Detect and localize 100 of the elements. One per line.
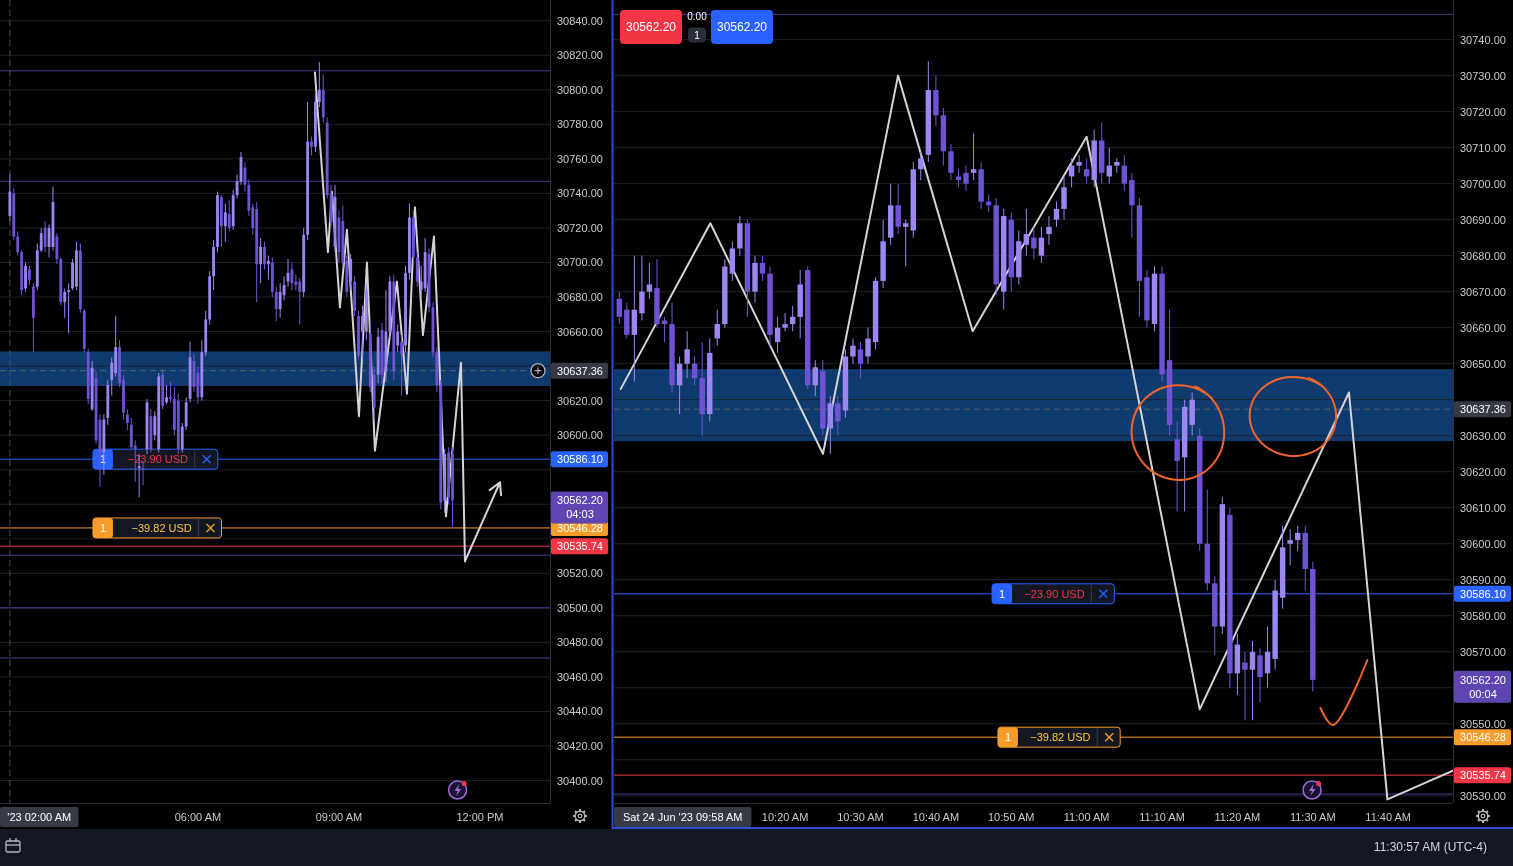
- candlestick: [789, 305, 796, 332]
- candlestick: [661, 316, 668, 343]
- y-tick-label: 30700.00: [557, 256, 603, 269]
- candlestick: [180, 422, 184, 453]
- candlestick: [267, 255, 270, 281]
- candlestick: [918, 150, 924, 181]
- y-tick-label: 30650.00: [1460, 357, 1506, 370]
- annotation: 1: [999, 587, 1006, 600]
- y-tick-label: 30840.00: [557, 14, 603, 27]
- candlestick: [39, 227, 43, 253]
- y-tick-label: 30680.00: [557, 291, 603, 304]
- candlestick: [1023, 208, 1030, 257]
- candlestick: [835, 395, 841, 437]
- y-tick-label: 30730.00: [1460, 69, 1506, 82]
- candlestick: [1295, 525, 1301, 552]
- candlestick: [850, 337, 856, 365]
- x-tick-label: 10:50 AM: [988, 811, 1035, 823]
- y-tick-label: 30460.00: [557, 670, 603, 683]
- candlestick: [63, 287, 67, 319]
- y-tick-label: 30670.00: [1460, 285, 1506, 298]
- x-tick-label: 11:00 AM: [1063, 811, 1110, 823]
- candlestick: [963, 165, 969, 192]
- candlestick: [67, 282, 71, 334]
- y-tick-label: 30500.00: [557, 601, 603, 614]
- candlestick: [684, 330, 690, 379]
- candlestick: [759, 255, 766, 282]
- x-tick-label: 11:20 AM: [1214, 811, 1261, 823]
- ref-line-label: 30637.36: [557, 364, 603, 377]
- text: Sat 24 Jun '23 09:58 AM: [622, 811, 743, 823]
- y-tick-label: 30590.00: [1460, 573, 1506, 586]
- candlestick: [1242, 651, 1248, 721]
- candlestick: [310, 135, 313, 156]
- y-tick-label: 30420.00: [557, 740, 603, 753]
- y-tick-label: 30700.00: [1460, 177, 1506, 190]
- y-tick-label: 30690.00: [1460, 213, 1506, 226]
- x-tick-label: 09:00 AM: [315, 811, 363, 823]
- y-tick-label: 30440.00: [557, 705, 603, 718]
- x-tick-label: 11:30 AM: [1289, 811, 1336, 823]
- y-tick-label: 30820.00: [557, 49, 603, 62]
- y-tick-label: 30620.00: [1460, 465, 1506, 478]
- annotation: −39.82 USD: [1030, 731, 1091, 744]
- candlestick: [1264, 626, 1271, 689]
- candlestick: [24, 261, 27, 293]
- annotation: 1: [1004, 731, 1012, 744]
- annotation: −23.90 USD: [1024, 587, 1085, 600]
- annotation: 30562.20: [625, 20, 677, 34]
- text: 00:04: [1469, 687, 1497, 700]
- y-tick-label: 30570.00: [1460, 645, 1506, 658]
- candlestick: [616, 291, 622, 325]
- candlestick: [1287, 528, 1293, 566]
- candlestick: [16, 230, 20, 257]
- candlestick: [1121, 154, 1128, 192]
- y-tick-label: 30800.00: [557, 83, 603, 96]
- candlestick: [1046, 215, 1052, 246]
- y-tick-label: 30630.00: [1460, 429, 1506, 442]
- candlestick: [28, 265, 31, 286]
- candlestick: [903, 219, 909, 267]
- ref-line-label: 30586.10: [1460, 587, 1506, 600]
- candlestick: [646, 262, 653, 300]
- candlestick: [227, 199, 231, 232]
- x-tick-label: 10:20 AM: [761, 811, 809, 823]
- candlestick: [125, 408, 129, 431]
- ref-line-label: '23 02:00 AM: [7, 811, 72, 823]
- ref-line-label: 30535.74: [1460, 769, 1506, 782]
- candlestick: [812, 359, 818, 397]
- candlestick: [400, 334, 404, 396]
- candlestick: [259, 237, 262, 284]
- annotation: −39.82 USD: [131, 521, 192, 534]
- candlestick: [714, 309, 720, 347]
- y-tick-label: 30660.00: [557, 325, 603, 338]
- candlestick: [1053, 201, 1060, 228]
- candlestick: [223, 203, 227, 243]
- candlestick: [1038, 226, 1045, 264]
- y-tick-label: 30600.00: [557, 429, 603, 442]
- candlestick: [691, 355, 698, 386]
- candlestick: [1061, 175, 1067, 221]
- candlestick: [1249, 640, 1256, 721]
- y-tick-label: 30780.00: [557, 118, 603, 131]
- candlestick: [169, 381, 172, 403]
- candlestick: [317, 61, 321, 108]
- candlestick: [774, 316, 781, 354]
- candlestick: [782, 312, 788, 332]
- candlestick: [865, 327, 871, 365]
- y-tick-label: 30610.00: [1460, 501, 1506, 514]
- x-tick-label: 12:00 PM: [456, 811, 504, 823]
- candlestick: [1076, 154, 1082, 174]
- y-tick-label: 30660.00: [1460, 321, 1506, 334]
- y-tick-label: 30480.00: [557, 636, 603, 649]
- y-tick-label: 30620.00: [557, 394, 603, 407]
- line-series: [619, 74, 1453, 801]
- text: 04:03: [566, 508, 594, 521]
- candlestick: [1174, 420, 1180, 512]
- candlestick: [396, 324, 400, 353]
- candlestick: [948, 143, 954, 181]
- text: 30562.20: [1460, 673, 1506, 686]
- y-tick-label: 30740.00: [1460, 33, 1506, 46]
- ref-line-label: 30637.36: [1460, 403, 1506, 416]
- annotation: 0.00: [687, 10, 708, 22]
- candlestick: [1257, 647, 1263, 703]
- candlestick: [165, 384, 168, 405]
